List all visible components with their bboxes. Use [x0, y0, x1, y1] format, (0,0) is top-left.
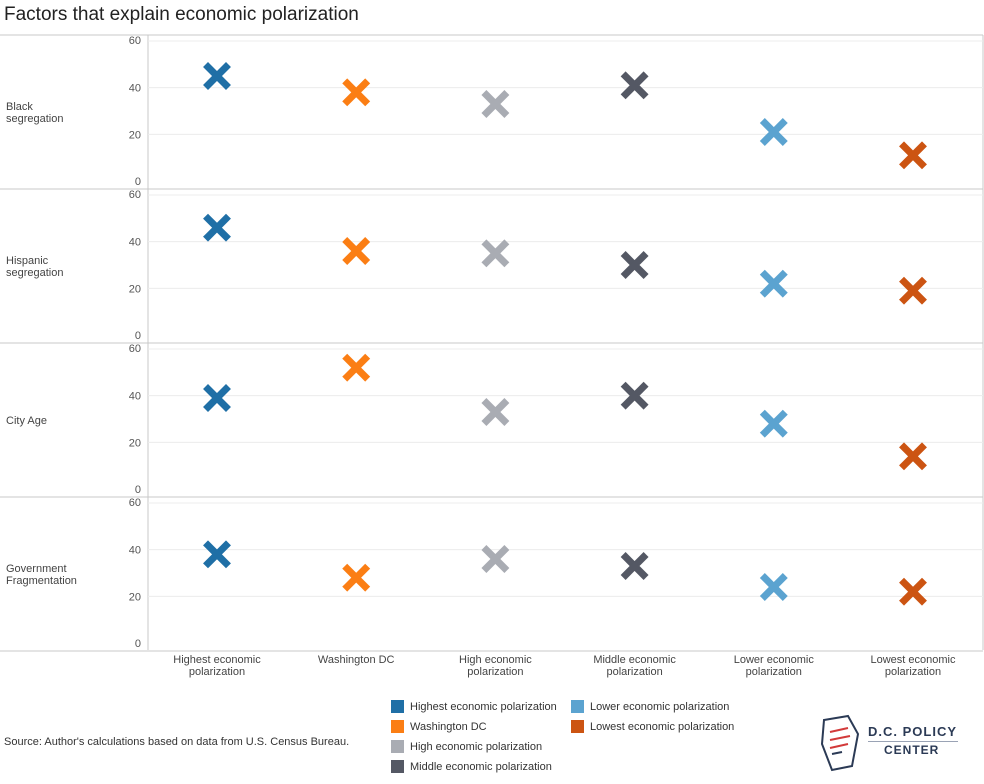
x-category-label: polarization	[746, 666, 802, 678]
legend-swatch	[571, 700, 584, 713]
legend: Highest economic polarization Lower econ…	[391, 700, 771, 780]
panel-label: Hispanic	[6, 255, 49, 267]
legend-label: Washington DC	[410, 720, 487, 733]
data-point-x-marker	[481, 90, 510, 118]
x-category-label: Washington DC	[318, 654, 395, 666]
y-tick-label: 40	[129, 391, 141, 403]
y-tick-label: 0	[135, 484, 141, 496]
panel-label: Government	[6, 563, 67, 575]
logo-line-1: D.C. POLICY	[868, 724, 958, 739]
y-tick-label: 0	[135, 330, 141, 342]
legend-label: Middle economic polarization	[410, 760, 552, 773]
panel-label: City Age	[6, 415, 47, 427]
panel-label: Black	[6, 101, 33, 113]
legend-swatch	[571, 720, 584, 733]
x-category-label: Lowest economic	[871, 654, 956, 666]
legend-item-highest: Highest economic polarization	[391, 700, 557, 713]
data-point-x-marker	[481, 239, 510, 268]
legend-label: Lower economic polarization	[590, 700, 730, 713]
y-tick-label: 60	[129, 343, 141, 355]
x-category-label: Middle economic	[593, 654, 676, 666]
y-tick-label: 40	[129, 545, 141, 557]
data-point-x-marker	[342, 353, 371, 382]
data-point-x-marker	[620, 251, 649, 279]
y-tick-label: 40	[129, 83, 141, 95]
legend-swatch	[391, 720, 404, 733]
logo-rule	[868, 741, 958, 742]
data-point-x-marker	[899, 141, 927, 170]
panel-label: Fragmentation	[6, 575, 77, 587]
legend-item-washington-dc: Washington DC	[391, 720, 487, 733]
panel-label: segregation	[6, 113, 64, 125]
panel-label: segregation	[6, 267, 64, 279]
y-tick-label: 40	[129, 237, 141, 249]
data-point-x-marker	[759, 409, 788, 438]
legend-item-lowest: Lowest economic polarization	[571, 720, 734, 733]
logo-line-2: CENTER	[884, 743, 940, 757]
y-tick-label: 60	[129, 189, 141, 201]
y-tick-label: 20	[129, 129, 141, 141]
chart-title: Factors that explain economic polarizati…	[4, 4, 359, 25]
legend-item-middle: Middle economic polarization	[391, 760, 552, 773]
legend-label: Lowest economic polarization	[590, 720, 735, 733]
data-point-x-marker	[203, 384, 231, 412]
data-point-x-marker	[342, 563, 371, 592]
data-point-x-marker	[899, 442, 927, 471]
y-tick-label: 60	[129, 497, 141, 509]
y-tick-label: 0	[135, 176, 141, 188]
chart-area: 0204060Blacksegregation0204060Hispanicse…	[0, 34, 984, 678]
data-point-x-marker	[759, 118, 788, 146]
x-category-label: polarization	[606, 666, 662, 678]
data-point-x-marker	[899, 276, 927, 305]
y-tick-label: 60	[129, 35, 141, 47]
legend-label: High economic polarization	[410, 740, 543, 753]
data-point-x-marker	[759, 269, 788, 298]
data-point-x-marker	[203, 540, 231, 569]
y-tick-label: 20	[129, 591, 141, 603]
x-category-label: Lower economic	[734, 654, 815, 666]
data-point-x-marker	[620, 552, 649, 580]
data-point-x-marker	[203, 213, 231, 242]
x-category-label: High economic	[459, 654, 532, 666]
legend-swatch	[391, 760, 404, 773]
data-point-x-marker	[481, 398, 510, 426]
x-category-label: Highest economic	[173, 654, 261, 666]
data-point-x-marker	[620, 71, 649, 100]
data-point-x-marker	[203, 62, 231, 90]
data-point-x-marker	[342, 78, 371, 107]
x-category-label: polarization	[189, 666, 245, 678]
data-point-x-marker	[620, 381, 649, 410]
x-category-label: polarization	[467, 666, 523, 678]
data-point-x-marker	[899, 577, 927, 606]
source-note: Source: Author's calculations based on d…	[4, 736, 350, 748]
dc-policy-center-logo: D.C. POLICY CENTER	[818, 714, 968, 774]
data-point-x-marker	[342, 237, 371, 265]
legend-item-lower: Lower economic polarization	[571, 700, 729, 713]
data-point-x-marker	[759, 573, 788, 601]
legend-swatch	[391, 740, 404, 753]
y-tick-label: 20	[129, 283, 141, 295]
capitol-map-icon	[820, 714, 860, 772]
legend-label: Highest economic polarization	[410, 700, 557, 713]
y-tick-label: 20	[129, 437, 141, 449]
y-tick-label: 0	[135, 638, 141, 650]
data-point-x-marker	[481, 545, 510, 573]
legend-swatch	[391, 700, 404, 713]
legend-item-high: High economic polarization	[391, 740, 542, 753]
x-category-label: polarization	[885, 666, 941, 678]
